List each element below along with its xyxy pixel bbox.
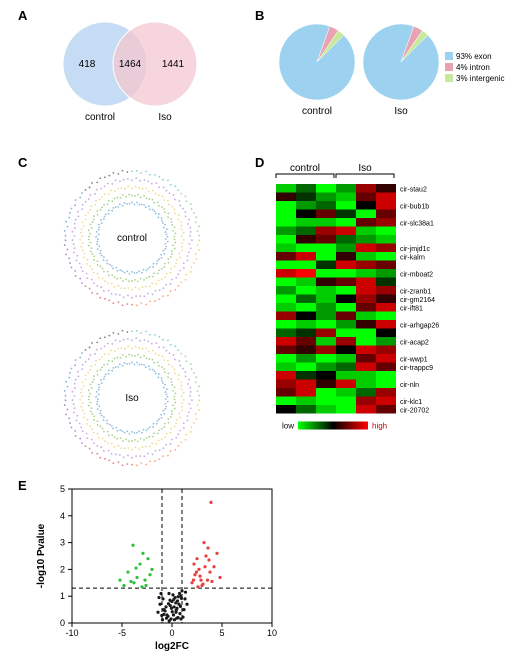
svg-text:10: 10 bbox=[267, 628, 277, 638]
svg-text:cir-trappc9: cir-trappc9 bbox=[400, 365, 433, 372]
circos-plots: control Iso bbox=[40, 160, 225, 480]
volcano-plot: -10 -5 0 5 10 0 1 2 3 4 5 log2FC -log10 Pvalue bbox=[30, 483, 280, 653]
svg-text:cir-arhgap26: cir-arhgap26 bbox=[400, 323, 439, 330]
svg-text:Iso: Iso bbox=[158, 112, 172, 123]
svg-text:4% intron: 4% intron bbox=[456, 63, 490, 72]
svg-text:93% exon: 93% exon bbox=[456, 52, 492, 61]
panel-label-c: C bbox=[18, 155, 27, 170]
svg-text:5: 5 bbox=[60, 484, 65, 494]
panel-label-e: E bbox=[18, 478, 27, 493]
svg-text:0: 0 bbox=[60, 618, 65, 628]
svg-text:low: low bbox=[282, 422, 294, 431]
svg-text:cir-ift81: cir-ift81 bbox=[400, 306, 423, 313]
svg-text:-5: -5 bbox=[118, 628, 126, 638]
svg-text:1441: 1441 bbox=[162, 59, 185, 70]
svg-text:4: 4 bbox=[60, 511, 65, 521]
svg-text:cir-20702: cir-20702 bbox=[400, 408, 429, 415]
svg-text:1464: 1464 bbox=[119, 59, 142, 70]
svg-text:high: high bbox=[372, 422, 387, 431]
pie-charts: control Iso 93% exon 4% intron 3% intergenic bbox=[275, 14, 505, 129]
heatmap: control Iso cir-stau2 cir-bub1b cir-slc38a1 c… bbox=[270, 162, 505, 472]
svg-text:1: 1 bbox=[60, 591, 65, 601]
svg-text:cir-slc38a1: cir-slc38a1 bbox=[400, 221, 434, 228]
panel-label-b: B bbox=[255, 8, 264, 23]
svg-text:cir-bub1b: cir-bub1b bbox=[400, 204, 429, 211]
svg-text:418: 418 bbox=[79, 59, 96, 70]
svg-text:control: control bbox=[302, 106, 332, 117]
svg-text:0: 0 bbox=[169, 628, 174, 638]
svg-text:5: 5 bbox=[219, 628, 224, 638]
panel-label-a: A bbox=[18, 8, 27, 23]
svg-text:2: 2 bbox=[60, 564, 65, 574]
svg-text:cir-mboat2: cir-mboat2 bbox=[400, 272, 433, 279]
svg-text:cir-acap2: cir-acap2 bbox=[400, 340, 429, 347]
svg-text:control: control bbox=[117, 233, 147, 244]
svg-text:cir-stau2: cir-stau2 bbox=[400, 187, 427, 194]
svg-text:cir-jmjd1c: cir-jmjd1c bbox=[400, 246, 430, 253]
svg-text:Iso: Iso bbox=[394, 106, 408, 117]
svg-text:-log10 Pvalue: -log10 Pvalue bbox=[36, 523, 47, 588]
svg-text:cir-gm2164: cir-gm2164 bbox=[400, 297, 435, 304]
svg-text:cir-zranb1: cir-zranb1 bbox=[400, 289, 431, 296]
svg-text:Iso: Iso bbox=[358, 163, 372, 174]
svg-text:cir-klc1: cir-klc1 bbox=[400, 399, 422, 406]
svg-text:3% intergenic: 3% intergenic bbox=[456, 74, 504, 83]
svg-text:cir-wwp1: cir-wwp1 bbox=[400, 357, 428, 364]
panel-label-d: D bbox=[255, 155, 264, 170]
svg-text:3: 3 bbox=[60, 538, 65, 548]
svg-text:cir-nln: cir-nln bbox=[400, 382, 419, 389]
svg-text:cir-kalrn: cir-kalrn bbox=[400, 255, 425, 262]
svg-text:control: control bbox=[290, 163, 320, 174]
venn-diagram: 418 1464 1441 control Iso bbox=[50, 14, 225, 129]
svg-text:Iso: Iso bbox=[125, 393, 139, 404]
svg-text:-10: -10 bbox=[65, 628, 78, 638]
svg-text:log2FC: log2FC bbox=[155, 641, 189, 652]
svg-text:control: control bbox=[85, 112, 115, 123]
figure-container: { "panels": { "A": "A", "B": "B", "C": "… bbox=[0, 0, 508, 655]
